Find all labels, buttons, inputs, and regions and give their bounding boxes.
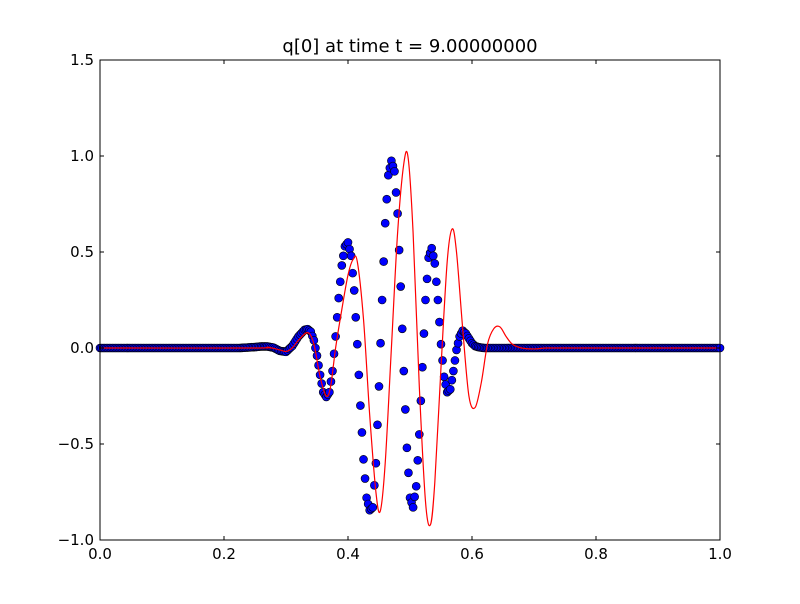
data-point (373, 420, 382, 430)
data-point (337, 261, 347, 270)
data-point (402, 443, 412, 453)
data-point (349, 286, 359, 295)
data-point (410, 492, 419, 502)
series-layer (95, 150, 725, 527)
data-point (447, 375, 457, 385)
y-tick-label: −1.0 (58, 531, 94, 549)
y-tick-label: 1.5 (70, 51, 94, 69)
data-point (390, 167, 399, 176)
x-tick-label: 1.0 (708, 545, 732, 563)
data-point (376, 338, 385, 348)
data-point (377, 295, 387, 305)
data-point (396, 282, 406, 291)
data-point (418, 362, 427, 372)
data-point (419, 329, 429, 338)
data-point (411, 481, 421, 491)
x-tick-label: 0.2 (212, 545, 236, 563)
data-point (359, 455, 368, 464)
data-point (397, 324, 407, 334)
data-point (435, 317, 444, 327)
line-series (99, 150, 720, 527)
data-point (339, 251, 348, 261)
data-point (404, 468, 413, 478)
data-point (374, 382, 384, 391)
data-point (348, 268, 357, 278)
data-point (416, 396, 426, 406)
axes-frame (99, 59, 721, 541)
data-point (432, 277, 441, 287)
ticks-layer: 0.0 0.2 0.4 0.6 0.8 1.0 −1.0 −0.5 0.0 0.5 1.0 1.5 (58, 51, 732, 563)
data-point (368, 503, 378, 512)
data-point (332, 312, 342, 322)
data-point (433, 295, 443, 305)
data-point (357, 428, 367, 437)
x-tick-label: 0.6 (460, 545, 484, 563)
data-point (382, 194, 392, 204)
chart-title: q[0] at time t = 9.00000000 (282, 36, 537, 57)
data-point (351, 312, 361, 322)
data-point (370, 480, 379, 490)
data-point (335, 277, 345, 287)
data-point (450, 356, 460, 365)
x-tick-label: 0.8 (584, 545, 608, 563)
data-point (438, 356, 447, 365)
data-point (354, 370, 364, 380)
data-point (379, 257, 388, 266)
data-point (428, 251, 438, 261)
data-point (401, 405, 410, 414)
data-point (422, 274, 432, 284)
data-point (449, 366, 458, 376)
y-tick-label: 1.0 (70, 147, 94, 165)
data-point (413, 456, 423, 465)
data-point (352, 339, 362, 349)
y-tick-label: 0.0 (70, 339, 94, 357)
data-point (334, 293, 344, 303)
y-tick-label: 0.5 (70, 243, 94, 261)
data-point (427, 243, 437, 253)
data-point (391, 188, 401, 197)
data-point (430, 259, 440, 268)
data-point (408, 503, 418, 512)
data-point (399, 366, 409, 376)
data-point (356, 401, 365, 410)
data-point (436, 339, 446, 349)
data-point (421, 295, 430, 305)
x-tick-label: 0.4 (336, 545, 360, 563)
data-point (445, 384, 455, 394)
data-point (380, 218, 390, 228)
data-point (393, 209, 402, 218)
y-tick-label: −0.5 (58, 435, 94, 453)
data-point (360, 474, 370, 483)
x-tick-label: 0.0 (88, 545, 112, 563)
data-point (439, 372, 449, 382)
